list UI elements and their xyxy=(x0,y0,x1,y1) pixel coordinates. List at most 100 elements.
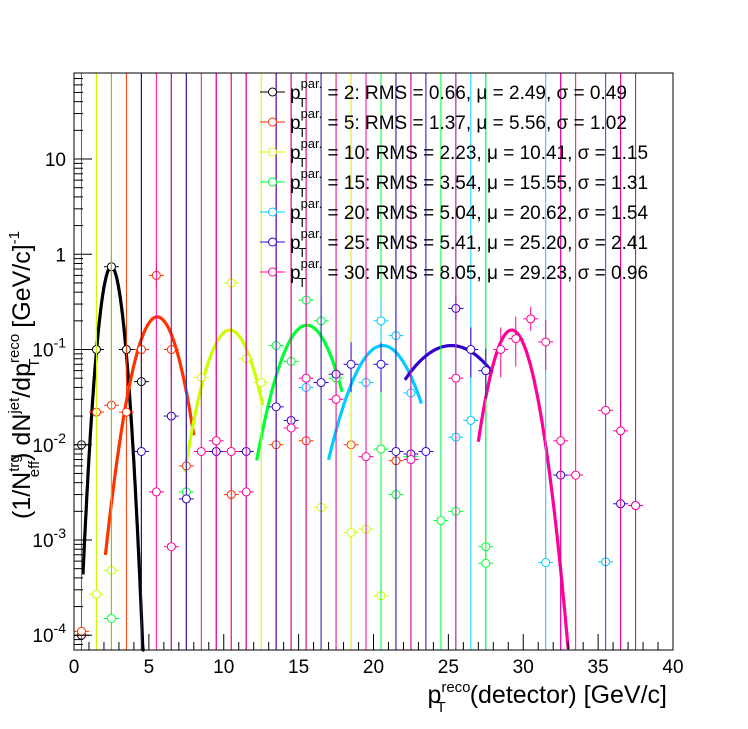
legend-label-sup: par. xyxy=(301,76,323,91)
point-marker xyxy=(346,359,356,369)
legend-label-sup: par. xyxy=(301,166,323,181)
fit-curves xyxy=(81,265,570,652)
data-point xyxy=(163,73,179,650)
y-tick-label-exp: -2 xyxy=(54,430,67,446)
data-point xyxy=(478,348,494,399)
point-marker xyxy=(541,558,551,568)
data-point xyxy=(118,73,134,650)
y-axis-title-sup2: jet xyxy=(6,397,23,415)
fit-curve xyxy=(476,328,570,650)
point-marker xyxy=(361,452,371,462)
legend-label-sup: par. xyxy=(301,196,323,211)
data-point xyxy=(74,73,89,650)
point-marker xyxy=(271,402,281,412)
y-tick-label: 10-2 xyxy=(32,430,66,457)
point-marker xyxy=(466,345,476,355)
legend-label-sup: par. xyxy=(301,136,323,151)
point-marker xyxy=(541,337,551,347)
point-marker xyxy=(166,542,176,552)
legend-entry: ppar. T = 20: RMS = 5.04, μ = 20.62, σ = … xyxy=(260,196,648,230)
legend-marker xyxy=(268,237,277,247)
data-point xyxy=(613,73,629,650)
data-point xyxy=(373,298,389,349)
y-tick-label: 10-3 xyxy=(32,525,66,552)
data-point xyxy=(178,73,194,650)
legend-entry: ppar. T = 2: RMS = 0.66, μ = 2.49, σ = 0.… xyxy=(260,76,627,110)
point-marker xyxy=(571,470,581,480)
y-axis-title: (1/Ntrg eff) dNjet/dprecoT [GeV/c]-1 xyxy=(6,231,43,519)
legend-entry: ppar. T = 30: RMS = 8.05, μ = 29.23, σ = … xyxy=(260,256,648,290)
point-marker xyxy=(91,589,101,599)
x-axis-title-main: p xyxy=(427,681,441,709)
x-tick-label: 20 xyxy=(363,657,384,678)
legend-label-sub: T xyxy=(298,215,306,230)
data-point xyxy=(88,73,104,650)
legend-label-sup: par. xyxy=(301,106,323,121)
point-marker xyxy=(211,436,221,446)
legend-label: ppar. T = 30: RMS = 8.05, μ = 29.23, σ = … xyxy=(290,256,648,290)
point-marker xyxy=(496,345,506,355)
y-tick-label-exp: -1 xyxy=(54,335,67,351)
data-point xyxy=(283,73,299,650)
point-marker xyxy=(376,444,386,454)
legend-label-sub: T xyxy=(298,125,306,140)
point-marker xyxy=(241,487,251,497)
legend-marker xyxy=(268,87,277,97)
legend-label: ppar. T = 20: RMS = 5.04, μ = 20.62, σ = … xyxy=(290,196,648,230)
y-axis-title-sub3: T xyxy=(26,359,43,368)
legend-entry: ppar. T = 25: RMS = 5.41, μ = 25.20, σ = … xyxy=(260,226,648,260)
data-point xyxy=(238,73,254,650)
data-point xyxy=(193,73,209,650)
x-tick-label: 35 xyxy=(588,657,609,678)
data-point xyxy=(568,73,584,650)
y-tick-label-base: 10 xyxy=(45,150,66,171)
x-axis-title-sub: T xyxy=(437,699,446,716)
legend-label-sub: T xyxy=(298,245,306,260)
y-tick-label-exp: -3 xyxy=(54,525,67,541)
data-points xyxy=(74,73,644,650)
y-tick-label-base: 1 xyxy=(55,245,66,266)
y-axis-title-mid2: /dp xyxy=(8,363,36,398)
data-point xyxy=(103,73,119,650)
data-point xyxy=(328,73,344,650)
data-point xyxy=(418,73,434,650)
x-axis-title-rest: (detector) [GeV/c] xyxy=(470,681,667,709)
point-marker xyxy=(256,378,266,388)
y-tick-label-base: 10 xyxy=(32,436,53,457)
point-marker xyxy=(196,446,206,456)
legend-marker xyxy=(268,177,277,187)
point-marker xyxy=(76,626,86,636)
point-marker xyxy=(316,378,326,388)
data-point xyxy=(553,73,569,650)
x-tick-label: 15 xyxy=(288,657,309,678)
legend-label-text: = 2: RMS = 0.66, μ = 2.49, σ = 0.49 xyxy=(322,83,627,104)
x-tick-label: 40 xyxy=(662,657,683,678)
data-point xyxy=(508,316,524,367)
data-point xyxy=(313,73,329,650)
y-axis-title-sup1: trg xyxy=(6,454,23,472)
point-marker xyxy=(526,314,536,324)
y-axis-title-mid1: ) dN xyxy=(8,414,36,461)
point-marker xyxy=(511,334,521,344)
point-marker xyxy=(391,446,401,456)
point-marker xyxy=(181,494,191,504)
data-point xyxy=(523,306,539,331)
legend-entry: ppar. T = 5: RMS = 1.37, μ = 5.56, σ = 1.… xyxy=(260,106,627,140)
y-axis-title-pre: (1/N xyxy=(8,472,36,519)
point-marker xyxy=(376,316,386,326)
legend: ppar. T = 2: RMS = 0.66, μ = 2.49, σ = 0.… xyxy=(260,76,648,290)
data-point xyxy=(403,73,419,650)
point-marker xyxy=(631,501,641,511)
legend-label-main: p xyxy=(290,83,301,104)
legend-label-sub: T xyxy=(298,155,306,170)
y-tick-label: 10 xyxy=(45,150,66,171)
data-point xyxy=(598,73,614,650)
legend-label-main: p xyxy=(290,263,301,284)
fit-curve xyxy=(255,323,344,461)
legend-label-main: p xyxy=(290,143,301,164)
legend-marker xyxy=(268,117,277,127)
legend-label-sub: T xyxy=(298,185,306,200)
fit-curve xyxy=(327,344,423,461)
